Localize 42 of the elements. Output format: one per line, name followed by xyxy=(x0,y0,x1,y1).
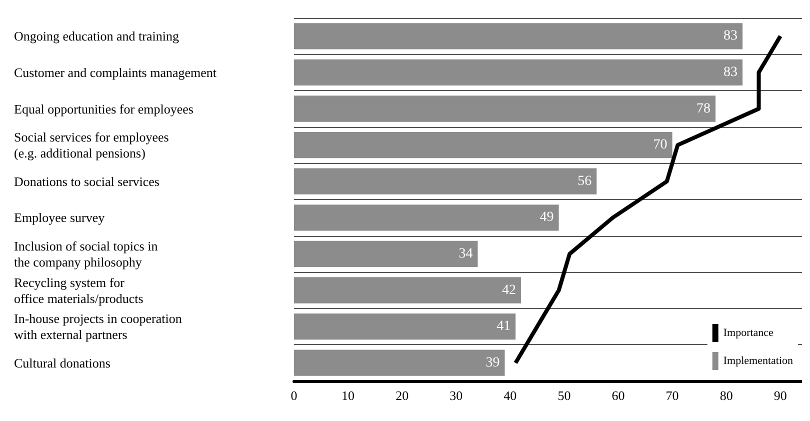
y-tick-label: Donations to social services xyxy=(14,174,160,189)
x-tick-label: 90 xyxy=(774,388,787,403)
data-label: 34 xyxy=(458,246,473,262)
x-tick-label: 10 xyxy=(342,388,355,403)
y-tick-label: Inclusion of social topics in the company philosophy xyxy=(14,238,158,270)
data-label: 41 xyxy=(496,319,511,334)
x-tick-label: 40 xyxy=(504,388,517,403)
y-tick-label: Customer and complaints management xyxy=(14,64,217,80)
data-label: 39 xyxy=(486,355,500,370)
bar xyxy=(294,23,743,50)
data-label: 78 xyxy=(696,101,711,116)
x-tick-label: 80 xyxy=(720,388,733,403)
bar xyxy=(294,204,559,231)
y-tick-label: In-house projects in cooperation with external partners xyxy=(14,311,182,342)
y-tick-label: Employee survey xyxy=(14,210,106,226)
data-label: 83 xyxy=(724,64,738,80)
bar xyxy=(294,168,597,194)
bar xyxy=(294,277,521,304)
x-tick-label: 20 xyxy=(396,388,409,403)
data-label: 56 xyxy=(578,174,592,189)
data-label: 42 xyxy=(502,282,516,298)
bar xyxy=(294,313,516,340)
data-label: 49 xyxy=(540,210,554,226)
legend-label: Importance xyxy=(723,327,774,339)
y-tick-label: Cultural donations xyxy=(14,355,110,370)
y-tick-label: Recycling system for office materials/products xyxy=(14,274,144,306)
legend-label: Implementation xyxy=(723,355,794,367)
bar xyxy=(294,96,716,122)
data-label: 70 xyxy=(653,138,668,153)
bar xyxy=(294,350,505,376)
y-tick-label: Ongoing education and training xyxy=(14,28,180,44)
y-tick-label: Social services for employees (e.g. additional pensions) xyxy=(14,130,169,161)
y-tick-label: Equal opportunities for employees xyxy=(14,101,194,116)
bar xyxy=(294,59,743,86)
x-tick-label: 70 xyxy=(666,388,679,403)
bar xyxy=(294,132,672,158)
x-tick-label: 30 xyxy=(450,388,463,403)
data-label: 83 xyxy=(724,28,738,44)
bar xyxy=(294,240,478,268)
x-tick-label: 50 xyxy=(558,388,571,403)
x-tick-label: 60 xyxy=(612,388,625,403)
x-tick-label: 0 xyxy=(290,388,298,403)
